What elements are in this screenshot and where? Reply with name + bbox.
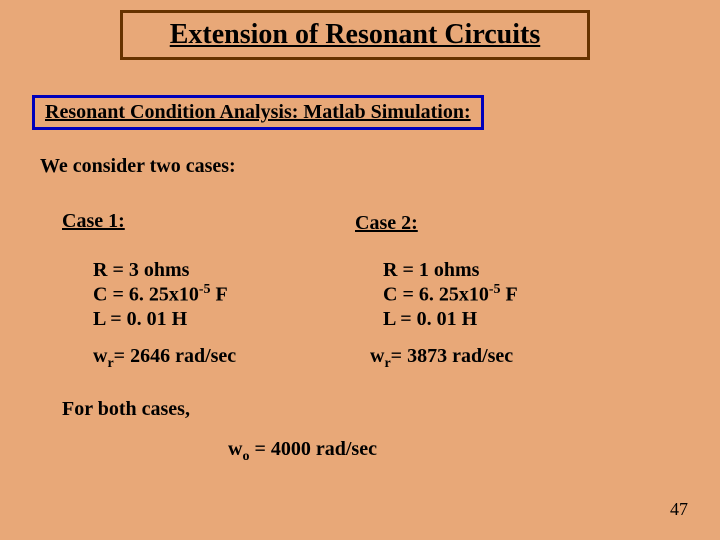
case2-label: Case 2:	[355, 212, 418, 235]
case1-R: R = 3 ohms	[93, 258, 228, 282]
case2-C: C = 6. 25x10-5 F	[383, 282, 518, 307]
subtitle-box: Resonant Condition Analysis: Matlab Simu…	[32, 95, 484, 130]
case2-wr-val: = 3873 rad/sec	[391, 345, 514, 367]
case2-wr: wr= 3873 rad/sec	[370, 345, 513, 372]
case2-C-pre: C = 6. 25x10	[383, 284, 489, 306]
page-number: 47	[670, 499, 688, 520]
case1-C-post: F	[211, 284, 228, 306]
for-both-text: For both cases,	[62, 398, 190, 421]
case1-L: L = 0. 01 H	[93, 307, 228, 331]
wo-line: wo = 4000 rad/sec	[228, 438, 377, 465]
case1-C-exp: -5	[199, 282, 211, 297]
case1-params: R = 3 ohms C = 6. 25x10-5 F L = 0. 01 H	[93, 258, 228, 331]
case1-wr: wr= 2646 rad/sec	[93, 345, 236, 372]
case2-params: R = 1 ohms C = 6. 25x10-5 F L = 0. 01 H	[383, 258, 518, 331]
case2-wr-pre: w	[370, 345, 384, 367]
case1-C-pre: C = 6. 25x10	[93, 284, 199, 306]
subtitle: Resonant Condition Analysis: Matlab Simu…	[45, 101, 471, 123]
case2-R: R = 1 ohms	[383, 258, 518, 282]
case1-wr-val: = 2646 rad/sec	[114, 345, 237, 367]
case1-C: C = 6. 25x10-5 F	[93, 282, 228, 307]
wo-val: = 4000 rad/sec	[249, 438, 377, 460]
title-box: Extension of Resonant Circuits	[120, 10, 590, 60]
page-title: Extension of Resonant Circuits	[170, 19, 541, 51]
case2-L: L = 0. 01 H	[383, 307, 518, 331]
intro-text: We consider two cases:	[40, 155, 236, 178]
case1-label: Case 1:	[62, 210, 125, 233]
wo-pre: w	[228, 438, 242, 460]
case2-C-exp: -5	[489, 282, 501, 297]
case1-wr-pre: w	[93, 345, 107, 367]
case2-C-post: F	[501, 284, 518, 306]
